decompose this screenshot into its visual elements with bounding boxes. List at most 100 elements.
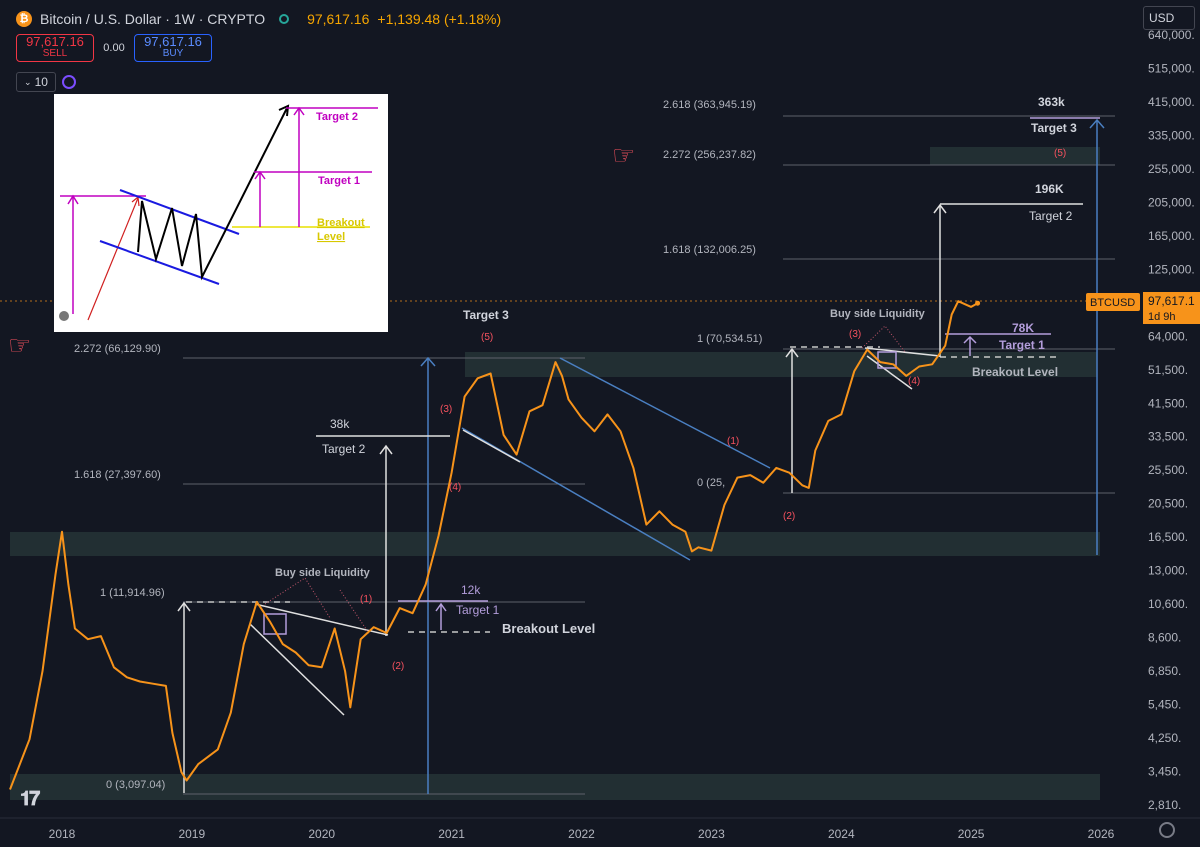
sell-button[interactable]: 97,617.16 SELL xyxy=(16,34,94,62)
label-196k: 196K xyxy=(1035,182,1064,196)
x-tick-label: 2024 xyxy=(828,827,855,841)
price-tag-bg xyxy=(1143,292,1200,324)
x-tick-label: 2020 xyxy=(308,827,335,841)
bitcoin-icon: ₿ xyxy=(16,11,32,27)
label-wave4-a: (4) xyxy=(449,482,461,493)
y-tick-label: 125,000. xyxy=(1148,262,1195,276)
lots-row: ⌄ 10 xyxy=(16,72,76,92)
price-tag-countdown: 1d 9h xyxy=(1148,311,1176,323)
x-tick-label: 2019 xyxy=(178,827,205,841)
gear-icon[interactable] xyxy=(1159,822,1175,838)
label-wave2-b: (2) xyxy=(783,511,795,522)
inset-pattern-diagram: Target 2 Target 1 Breakout Level xyxy=(54,94,388,332)
label-fib1-b: 1 (70,534.51) xyxy=(697,333,762,345)
x-tick-label: 2022 xyxy=(568,827,595,841)
symbol-title[interactable]: Bitcoin / U.S. Dollar · 1W · CRYPTO xyxy=(40,11,266,27)
label-wave1-a: (1) xyxy=(360,594,372,605)
currency-selector[interactable]: USD xyxy=(1143,6,1195,30)
wedge-lines xyxy=(249,347,941,716)
blue-arrows xyxy=(420,118,1105,367)
label-target3-a: Target 3 xyxy=(463,308,509,322)
label-fib1618-a: 1.618 (27,397.60) xyxy=(74,469,161,481)
tradingview-logo-icon: 𝟏𝟕 xyxy=(20,788,40,810)
label-fib1-a: 1 (11,914.96) xyxy=(100,587,165,599)
inset-svg: Target 2 Target 1 Breakout Level xyxy=(59,104,378,321)
y-tick-label: 2,810. xyxy=(1148,798,1181,812)
x-tick-label: 2023 xyxy=(698,827,725,841)
y-tick-label: 25,500. xyxy=(1148,463,1188,477)
label-fib2272-b: 2.272 (256,237.82) xyxy=(663,149,756,161)
symbol-tag: BTCUSD xyxy=(1090,297,1135,309)
zone-upper xyxy=(465,352,1097,377)
y-tick-label: 10,600. xyxy=(1148,597,1188,611)
series-last-point xyxy=(975,300,981,306)
label-target2-a: Target 2 xyxy=(322,442,366,456)
y-tick-label: 13,000. xyxy=(1148,564,1188,578)
zone-mid xyxy=(10,532,1100,556)
label-fib0-a: 0 (3,097.04) xyxy=(106,779,165,791)
y-tick-label: 5,450. xyxy=(1148,698,1181,712)
header-change: +1,139.48 (+1.18%) xyxy=(377,11,502,27)
y-tick-label: 640,000. xyxy=(1148,28,1195,42)
series-btcusd-line xyxy=(9,300,979,790)
x-axis: 2018 2019 2020 2021 2022 2023 2024 2025 2026 xyxy=(0,817,1200,841)
header-price: 97,617.16 xyxy=(307,11,370,27)
y-axis: 640,000. 515,000. 415,000. 335,000. 255,000.… xyxy=(1148,28,1195,812)
label-wave5-a: (5) xyxy=(481,332,493,343)
trade-panel: 97,617.16 SELL 0.00 97,617.16 BUY xyxy=(16,34,212,62)
y-tick-label: 255,000. xyxy=(1148,162,1195,176)
y-tick-label: 3,450. xyxy=(1148,765,1181,779)
liquidity-zones xyxy=(10,147,1100,800)
y-tick-label: 165,000. xyxy=(1148,229,1195,243)
sync-icon[interactable] xyxy=(62,75,76,89)
y-tick-label: 20,500. xyxy=(1148,497,1188,511)
label-wave5-b: (5) xyxy=(1054,148,1066,159)
label-target3-b: Target 3 xyxy=(1031,121,1077,135)
inset-breakout: Breakout xyxy=(317,217,365,229)
y-tick-label: 4,250. xyxy=(1148,731,1181,745)
pointing-hand-icon: ☞ xyxy=(612,140,636,170)
label-target2-b: Target 2 xyxy=(1029,209,1073,223)
y-tick-label: 41,500. xyxy=(1148,396,1188,410)
sell-label: SELL xyxy=(42,48,68,59)
y-tick-label: 33,500. xyxy=(1148,430,1188,444)
breakout-dashes xyxy=(186,346,1060,633)
label-fib1618-b: 1.618 (132,006.25) xyxy=(663,244,756,256)
sell-price: 97,617.16 xyxy=(26,34,84,49)
label-breakout-b: Breakout Level xyxy=(972,365,1058,379)
buy-price: 97,617.16 xyxy=(144,34,202,49)
target-arrows xyxy=(177,203,1083,793)
label-38k: 38k xyxy=(330,417,350,431)
inset-target1: Target 1 xyxy=(318,175,360,187)
y-tick-label: 51,500. xyxy=(1148,363,1188,377)
annotations: Target 3 (5) 2.272 (66,129.90) (3) (4) 3… xyxy=(74,95,1077,791)
label-78k: 78K xyxy=(1012,321,1034,335)
x-tick-label: 2018 xyxy=(49,827,76,841)
label-wave3-a: (3) xyxy=(440,404,452,415)
buy-button[interactable]: 97,617.16 BUY xyxy=(134,34,212,62)
inset-target2: Target 2 xyxy=(316,111,358,123)
label-bsl-a: Buy side Liquidity xyxy=(275,567,371,579)
lots-dropdown[interactable]: ⌄ 10 xyxy=(16,72,56,92)
liquidity-dots xyxy=(264,325,906,636)
label-wave1-b: (1) xyxy=(727,436,739,447)
lots-value: 10 xyxy=(34,75,48,89)
pointing-hand-icon: ☞ xyxy=(8,330,32,360)
zone-top xyxy=(930,147,1100,165)
inset-level: Level xyxy=(317,231,345,243)
chevron-down-icon: ⌄ xyxy=(24,76,32,87)
x-tick-label: 2021 xyxy=(438,827,465,841)
price-tag: BTCUSD 97,617.1 1d 9h xyxy=(1086,292,1200,324)
label-target1-b: Target 1 xyxy=(999,338,1045,352)
fib-lines xyxy=(183,115,1115,795)
buy-label: BUY xyxy=(162,48,184,59)
label-363k: 363k xyxy=(1038,95,1065,109)
label-wave3-b: (3) xyxy=(849,329,861,340)
label-bsl-b: Buy side Liquidity xyxy=(830,308,926,320)
label-wave2-a: (2) xyxy=(392,661,404,672)
price-tag-value: 97,617.1 xyxy=(1148,294,1195,308)
label-wave4-b: (4) xyxy=(908,376,920,387)
x-tick-label: 2025 xyxy=(958,827,985,841)
y-tick-label: 205,000. xyxy=(1148,195,1195,209)
